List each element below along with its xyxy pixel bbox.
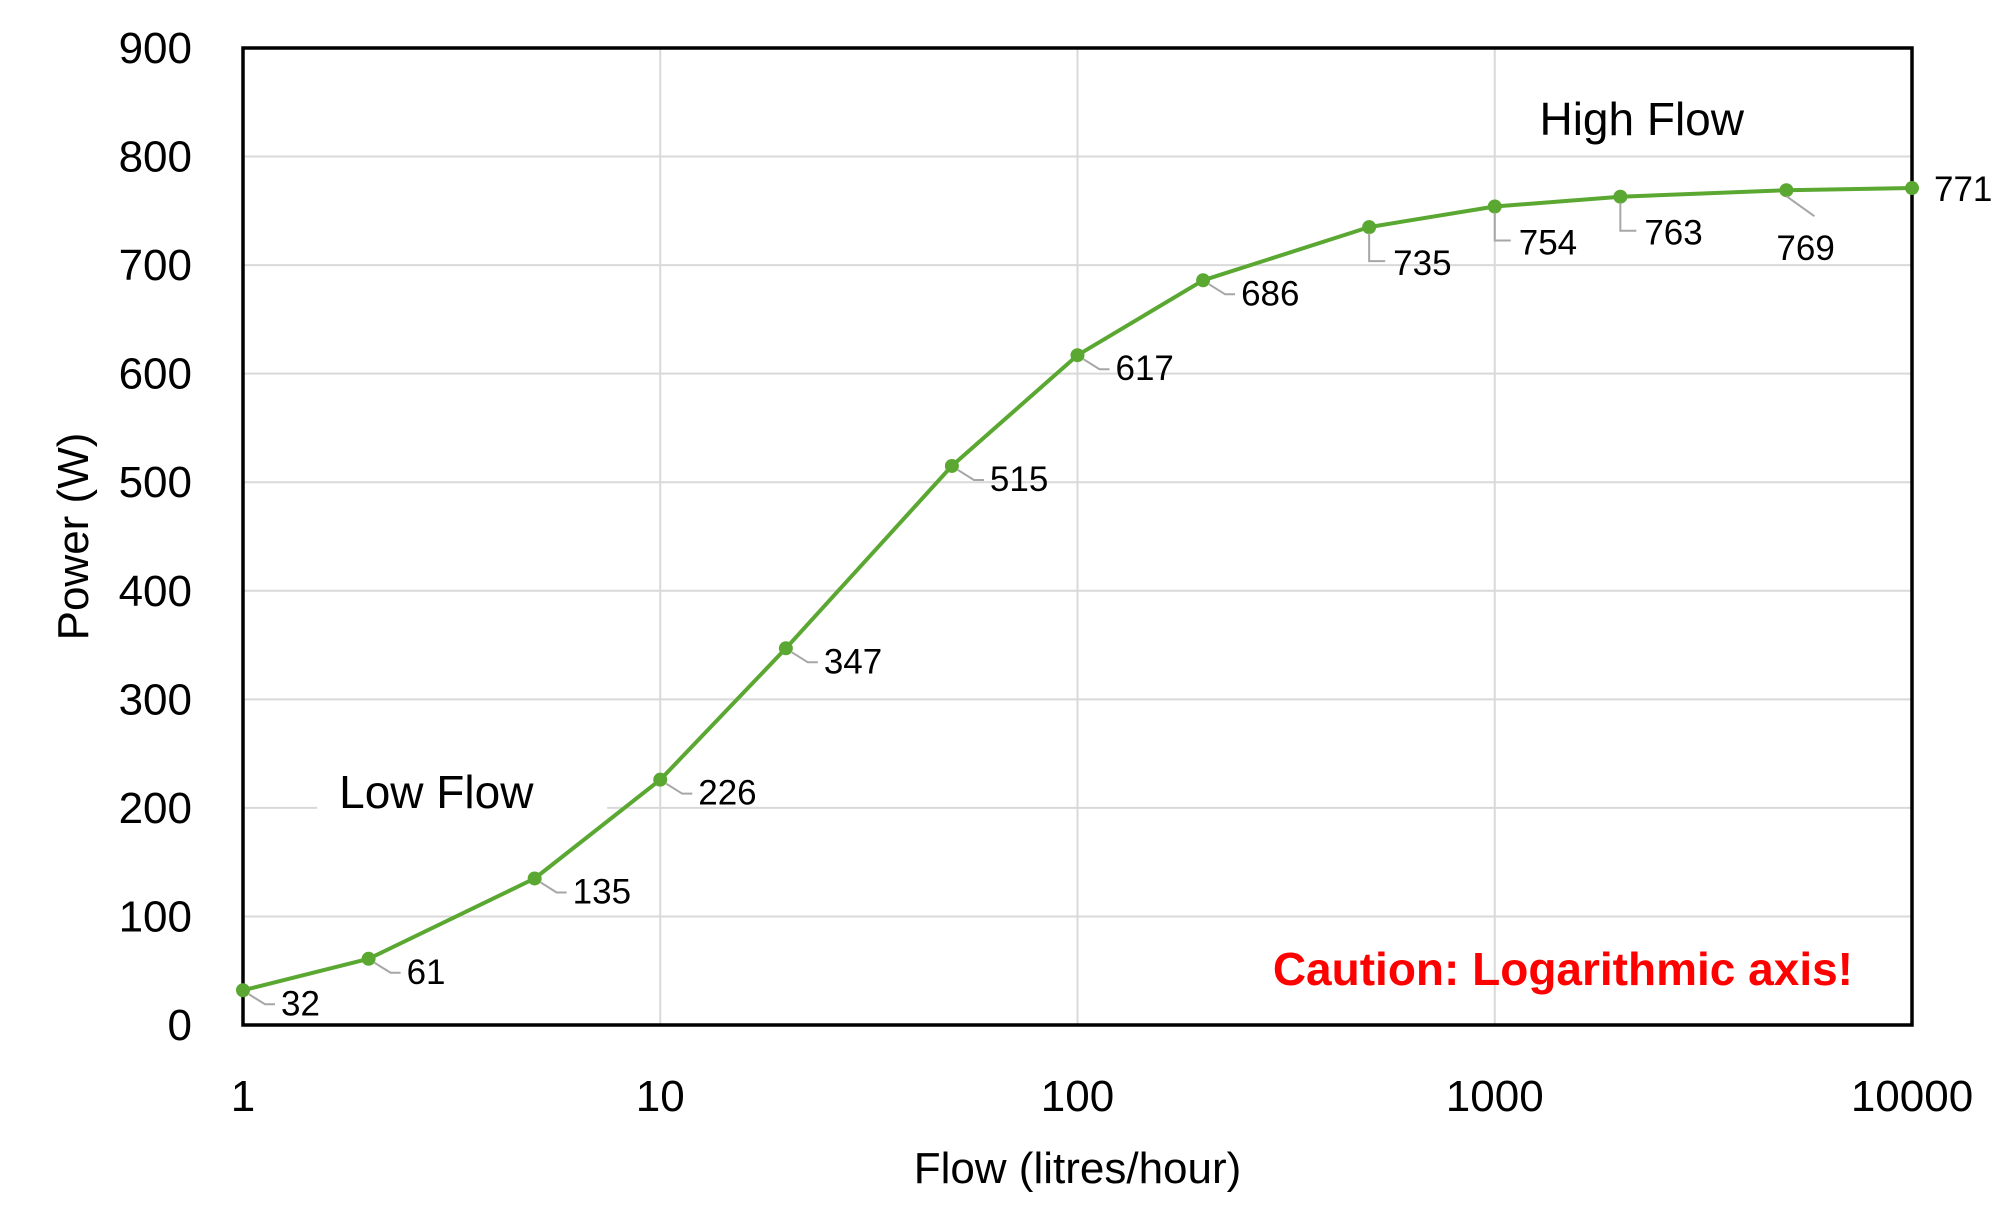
data-label: 686 <box>1241 274 1299 313</box>
y-tick-label: 0 <box>168 1001 192 1050</box>
label-leader <box>1619 202 1637 232</box>
data-label: 135 <box>573 872 631 911</box>
y-tick-label: 400 <box>119 567 192 616</box>
data-label: 763 <box>1644 214 1702 253</box>
low-flow-label: Low Flow <box>339 766 534 818</box>
label-leader <box>957 469 984 481</box>
x-tick-label: 1 <box>231 1072 255 1121</box>
y-tick-label: 800 <box>119 133 192 182</box>
data-point <box>1779 183 1794 198</box>
y-tick-label: 100 <box>119 892 192 941</box>
y-tick-label: 500 <box>119 458 192 507</box>
data-point <box>1487 199 1502 214</box>
annotations: Low Flow High Flow Caution: Logarithmic ax… <box>317 86 1853 995</box>
x-tick-label: 1000 <box>1446 1072 1544 1121</box>
x-tick-label: 10000 <box>1851 1072 1973 1121</box>
data-point <box>1196 273 1211 288</box>
y-tick-label: 200 <box>119 784 192 833</box>
data-label: 226 <box>698 774 756 813</box>
y-tick-label: 900 <box>119 24 192 73</box>
x-tick-label: 100 <box>1041 1072 1114 1121</box>
data-label: 754 <box>1519 223 1577 262</box>
data-point <box>653 772 668 787</box>
low-flow-label: High Flow <box>1539 93 1744 145</box>
low-flow-label-backing <box>317 759 608 824</box>
data-point <box>1070 348 1085 363</box>
data-point <box>236 983 250 998</box>
data-point <box>1905 181 1919 196</box>
data-point <box>778 641 793 656</box>
series-layer <box>236 181 1919 998</box>
data-point <box>1613 189 1628 204</box>
data-label: 735 <box>1393 244 1451 283</box>
data-label: 617 <box>1116 349 1174 388</box>
data-point <box>527 871 542 886</box>
data-label: 32 <box>281 984 320 1023</box>
label-leader <box>248 993 275 1006</box>
data-label: 347 <box>824 642 882 681</box>
label-leader <box>1785 195 1815 218</box>
y-tick-label: 700 <box>119 241 192 290</box>
data-label: 769 <box>1776 229 1834 268</box>
low-flow-label-backing <box>1517 86 1808 151</box>
data-label: 515 <box>990 460 1048 499</box>
data-label: 61 <box>407 953 446 992</box>
label-leader <box>1082 358 1110 371</box>
x-axis-title: Flow (litres/hour) <box>914 1144 1242 1193</box>
y-tick-label: 600 <box>119 350 192 399</box>
data-point <box>1362 220 1377 235</box>
data-labels: 32 61 135 226 347 515 617 686 735 754 763 769 771 <box>248 170 1992 1023</box>
data-label: 771 <box>1934 170 1992 209</box>
y-tick-label: 300 <box>119 675 192 724</box>
label-leader <box>1493 212 1511 242</box>
label-leader <box>374 961 401 974</box>
caution-note: Caution: Logarithmic axis! <box>1273 943 1853 995</box>
tick-labels: 0 100 200 300 400 500 600 700 800 900 1 10 100 1000 10… <box>119 24 1974 1121</box>
label-leader <box>1368 233 1386 263</box>
label-leader <box>1208 283 1236 296</box>
y-axis-title: Power (W) <box>49 433 98 641</box>
label-leader <box>791 651 818 664</box>
x-tick-label: 10 <box>636 1072 685 1121</box>
data-point <box>361 951 376 966</box>
label-leader <box>665 782 693 795</box>
plot-area-frame <box>241 46 1914 1027</box>
data-point <box>944 458 959 473</box>
label-leader <box>540 881 567 894</box>
